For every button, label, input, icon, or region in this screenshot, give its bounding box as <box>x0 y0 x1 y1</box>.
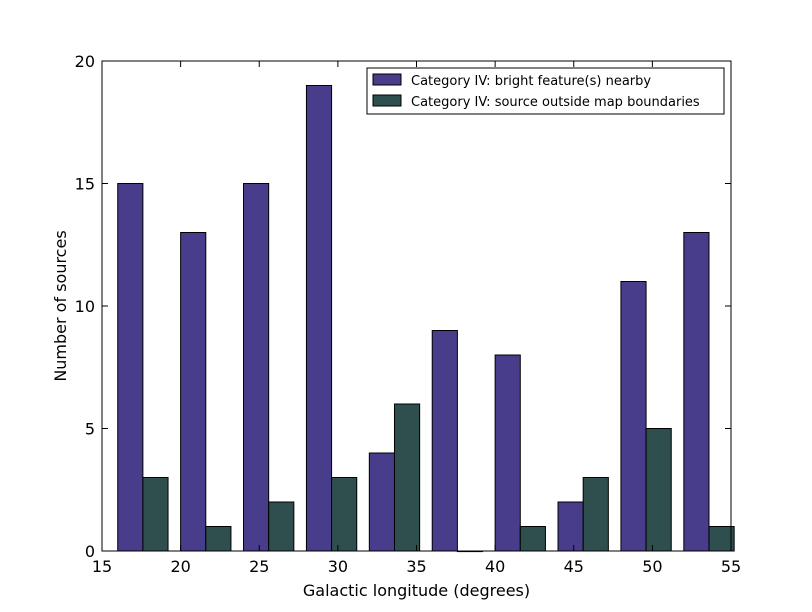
legend-swatch-bright-feature <box>372 73 402 86</box>
y-tick-label: 0 <box>85 542 95 561</box>
y-tick-label: 10 <box>75 297 95 316</box>
bar-bright-feature-bin-5 <box>368 452 395 552</box>
x-tick-label: 20 <box>170 557 190 576</box>
bar-bright-feature-bin-10 <box>683 232 710 552</box>
bar-bright-feature-bin-6 <box>431 330 458 552</box>
legend: Category IV: bright feature(s) nearby Ca… <box>366 67 725 115</box>
bar-bright-feature-bin-9 <box>620 281 647 552</box>
bar-bright-feature-bin-4 <box>305 85 333 552</box>
x-tick-label: 55 <box>721 557 741 576</box>
x-tick-label: 25 <box>249 557 269 576</box>
bar-outside-map-bin-9 <box>645 428 672 552</box>
x-tick-label: 50 <box>642 557 662 576</box>
bar-outside-map-bin-2 <box>205 526 232 552</box>
bar-bright-feature-bin-8 <box>557 501 584 552</box>
legend-label-outside-map: Category IV: source outside map boundari… <box>411 95 700 110</box>
bar-outside-map-bin-3 <box>268 501 295 552</box>
legend-label-bright-feature: Category IV: bright feature(s) nearby <box>411 74 651 89</box>
bar-outside-map-bin-8 <box>582 477 609 552</box>
y-tick-label: 20 <box>75 52 95 71</box>
bars-layer <box>117 85 735 553</box>
bar-outside-map-bin-1 <box>142 477 169 552</box>
x-tick-label: 15 <box>92 557 112 576</box>
bar-bright-feature-bin-7 <box>494 354 521 552</box>
x-axis-label: Galactic longitude (degrees) <box>303 581 530 600</box>
x-tick-label: 45 <box>564 557 584 576</box>
x-tick-label: 35 <box>406 557 426 576</box>
legend-frame <box>366 67 725 115</box>
ticks-layer: 15 20 25 30 35 40 45 50 55 0 5 10 15 20 <box>75 52 742 576</box>
bar-outside-map-bin-10 <box>708 526 735 552</box>
legend-swatch-outside-map <box>372 94 402 107</box>
bar-outside-map-bin-4 <box>331 477 358 552</box>
bar-outside-map-bin-5 <box>393 403 421 552</box>
bar-bright-feature-bin-2 <box>180 232 207 552</box>
x-tick-label: 30 <box>328 557 348 576</box>
x-tick-label: 40 <box>485 557 505 576</box>
bar-bright-feature-bin-3 <box>243 183 270 552</box>
bar-outside-map-bin-7 <box>519 526 546 552</box>
y-tick-label: 15 <box>75 175 95 194</box>
y-tick-label: 5 <box>85 420 95 439</box>
bar-bright-feature-bin-1 <box>117 183 144 552</box>
y-axis-label: Number of sources <box>51 230 70 381</box>
